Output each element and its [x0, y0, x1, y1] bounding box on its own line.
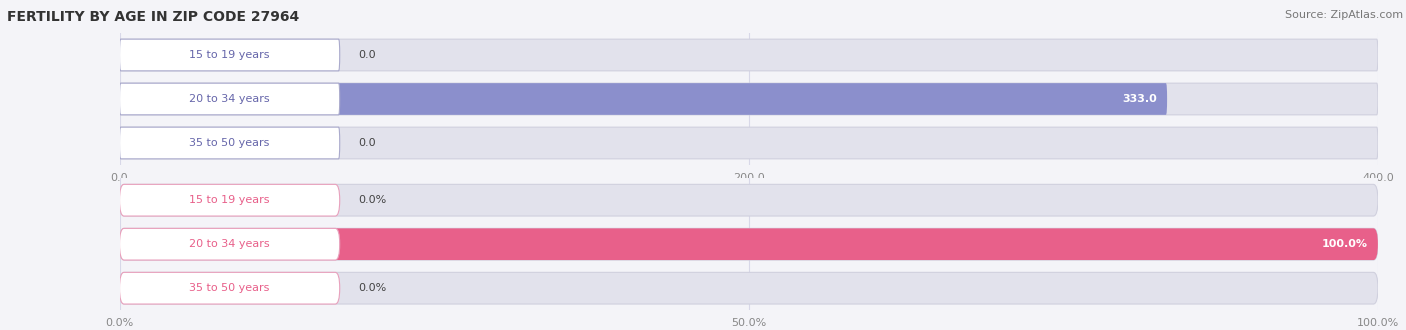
Text: 20 to 34 years: 20 to 34 years: [190, 239, 270, 249]
FancyBboxPatch shape: [120, 39, 340, 71]
FancyBboxPatch shape: [120, 228, 1378, 260]
Text: FERTILITY BY AGE IN ZIP CODE 27964: FERTILITY BY AGE IN ZIP CODE 27964: [7, 10, 299, 24]
FancyBboxPatch shape: [120, 272, 340, 304]
FancyBboxPatch shape: [120, 184, 1378, 216]
FancyBboxPatch shape: [120, 127, 340, 159]
FancyBboxPatch shape: [120, 83, 340, 115]
FancyBboxPatch shape: [120, 83, 1167, 115]
Text: 15 to 19 years: 15 to 19 years: [190, 195, 270, 205]
FancyBboxPatch shape: [120, 127, 1378, 159]
FancyBboxPatch shape: [120, 83, 1378, 115]
Text: 0.0%: 0.0%: [359, 195, 387, 205]
Text: Source: ZipAtlas.com: Source: ZipAtlas.com: [1285, 10, 1403, 20]
Text: 35 to 50 years: 35 to 50 years: [190, 283, 270, 293]
Text: 20 to 34 years: 20 to 34 years: [190, 94, 270, 104]
Text: 100.0%: 100.0%: [1322, 239, 1368, 249]
FancyBboxPatch shape: [120, 272, 1378, 304]
Text: 333.0: 333.0: [1122, 94, 1157, 104]
Text: 0.0: 0.0: [359, 50, 377, 60]
FancyBboxPatch shape: [120, 228, 1378, 260]
FancyBboxPatch shape: [120, 184, 340, 216]
Text: 0.0: 0.0: [359, 138, 377, 148]
FancyBboxPatch shape: [120, 228, 340, 260]
Text: 15 to 19 years: 15 to 19 years: [190, 50, 270, 60]
FancyBboxPatch shape: [120, 39, 1378, 71]
Text: 35 to 50 years: 35 to 50 years: [190, 138, 270, 148]
Text: 0.0%: 0.0%: [359, 283, 387, 293]
